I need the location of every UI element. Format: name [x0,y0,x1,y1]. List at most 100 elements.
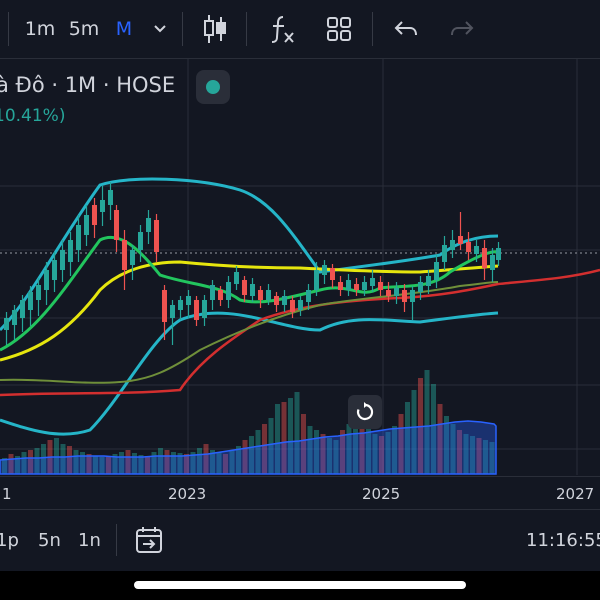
candle-body [434,262,439,280]
candle-body [100,200,105,212]
volume-bar [457,430,462,474]
candle-body [194,300,199,320]
candle-body [290,300,295,312]
volume-bar [2,458,7,474]
volume-bar [437,404,443,474]
volume-bar [281,402,287,474]
volume-bar [223,454,228,474]
volume-bar [86,454,92,474]
candle-body [442,245,447,262]
volume-bar [314,430,319,474]
volume-bar [249,436,254,474]
layout-grid-icon[interactable] [322,0,356,58]
candle-body [122,240,127,270]
candle-body [68,240,73,262]
volume-bar [99,457,105,474]
range-5n-button[interactable]: 5n [38,529,61,551]
candle-body [362,282,367,290]
candle-body [410,290,415,302]
volume-bar [476,438,482,474]
redo-icon[interactable] [446,0,478,58]
time-axis[interactable]: 1 2023 2025 2027 [0,476,600,509]
volume-bar [132,453,137,474]
volume-bar [229,450,235,474]
candle-body [330,268,335,280]
candle-body [282,296,287,305]
volume-bar [119,452,124,474]
candle-body [458,236,463,244]
volume-bar [268,418,274,474]
interval-5m-button[interactable]: 5m [68,18,100,40]
candle-body [202,300,207,318]
candle-body [490,255,495,270]
volume-bar [470,436,475,474]
candle-body [130,250,135,265]
candle-body [210,285,215,300]
candle-body [44,270,49,290]
volume-ma-area [0,420,497,475]
volume-bar [327,438,332,474]
range-1n-button[interactable]: 1n [78,529,101,551]
volume-bar [54,438,59,474]
candle-body [108,190,113,205]
undo-icon[interactable] [390,0,422,58]
candle-body [402,290,407,302]
reset-chart-button[interactable] [348,395,382,429]
volume-bar [385,432,391,474]
candle-body [52,260,57,280]
bottom-separator [116,524,117,556]
volume-bar [411,390,417,474]
price-change-percent: 10.41%) [0,106,66,126]
volume-bar [353,418,358,474]
interval-month-button[interactable]: M [115,18,133,40]
market-status-button[interactable] [196,70,230,104]
candle-body [394,288,399,296]
chart-canvas[interactable] [0,59,600,475]
volume-bar [8,454,14,474]
candle-body [114,210,119,240]
bottom-bar: 1p 5n 1n 11:16:55 [0,509,600,572]
volume-bar [73,450,79,474]
function-icon[interactable] [264,0,300,58]
candle-body [4,318,9,330]
volume-bar [262,424,267,474]
reset-icon [356,402,374,421]
volume-bar [366,428,371,474]
volume-bar [405,402,410,474]
candle-body [338,282,343,290]
candle-body [482,248,487,268]
volume-bar [431,384,436,474]
candlestick-icon[interactable] [198,0,232,58]
range-1p-button[interactable]: 1p [0,529,19,551]
time-tick-label: 1 [2,485,12,503]
volume-bar [444,416,449,474]
price-chart[interactable] [0,59,600,475]
chevron-down-icon[interactable] [148,0,172,58]
candle-body [178,300,183,310]
volume-bar [138,455,144,474]
candle-body [242,280,247,295]
candle-body [354,284,359,290]
candle-body [370,278,375,286]
volume-bar [489,442,495,474]
home-indicator[interactable] [134,581,466,589]
volume-bar [125,450,131,474]
volume-bar [60,444,66,474]
candle-body [76,225,81,250]
interval-1m-button[interactable]: 1m [24,18,56,40]
volume-bar [450,424,456,474]
candle-body [386,290,391,296]
bollinger-lower-band [0,311,499,436]
top-toolbar: 1m 5m M [0,0,600,59]
volume-bar [203,444,209,474]
volume-bar [106,456,111,474]
volume-bar [242,440,248,474]
candle-body [146,218,151,232]
volume-bar [112,454,118,474]
candle-body [12,310,17,325]
volume-bar [346,424,352,474]
date-range-icon[interactable] [134,520,164,560]
candle-body [378,282,383,290]
time-tick-label: 2027 [556,485,595,503]
candle-body [250,284,255,296]
